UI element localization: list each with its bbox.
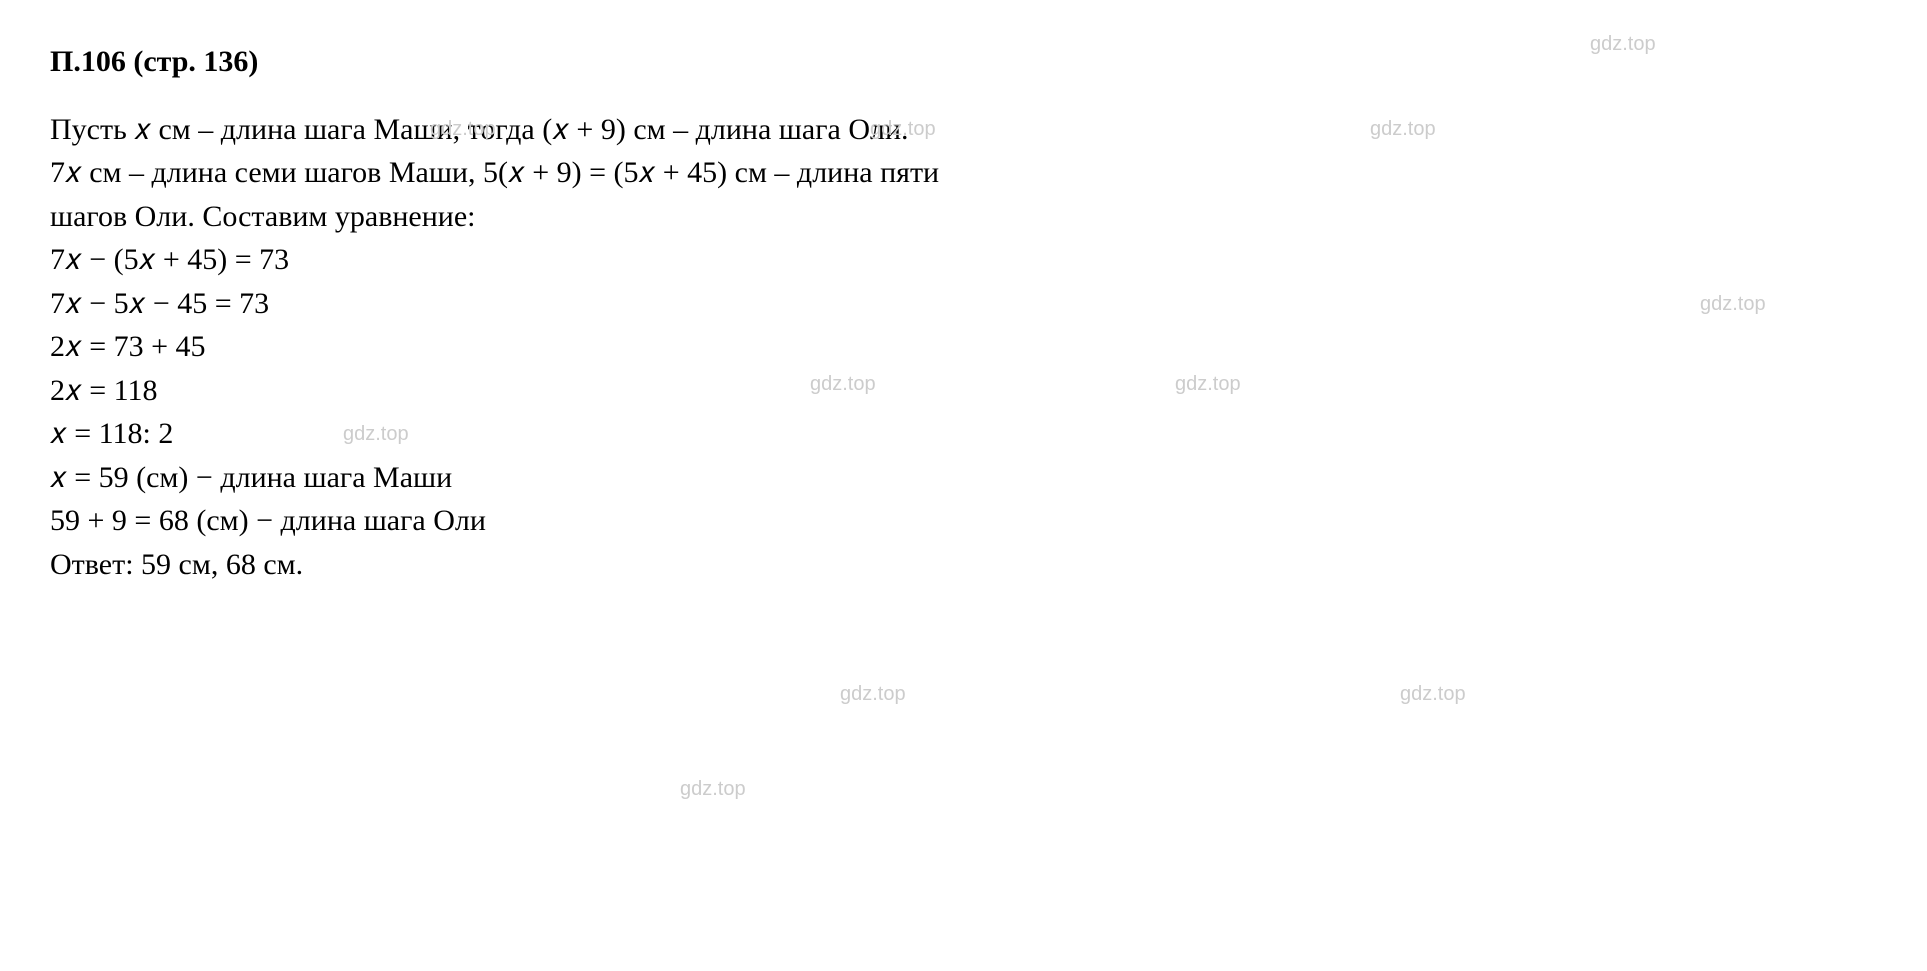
watermark: gdz.top <box>840 680 906 709</box>
line-10: 59 + 9 = 68 (см) − длина шага Оли <box>50 499 1877 543</box>
line-9: 𝑥 = 59 (см) − длина шага Маши <box>50 456 1877 500</box>
line-1: Пусть 𝑥 см – длина шага Маши, тогда (𝑥 +… <box>50 108 1877 152</box>
solution-content: Пусть 𝑥 см – длина шага Маши, тогда (𝑥 +… <box>50 108 1877 587</box>
watermark: gdz.top <box>1400 680 1466 709</box>
line-8: 𝑥 = 118: 2 <box>50 412 1877 456</box>
line-3: шагов Оли. Составим уравнение: <box>50 195 1877 239</box>
line-5: 7𝑥 − 5𝑥 − 45 = 73 <box>50 282 1877 326</box>
line-7: 2𝑥 = 118 <box>50 369 1877 413</box>
line-11: Ответ: 59 см, 68 см. <box>50 543 1877 587</box>
line-4: 7𝑥 − (5𝑥 + 45) = 73 <box>50 238 1877 282</box>
watermark: gdz.top <box>680 775 746 804</box>
line-2: 7𝑥 см – длина семи шагов Маши, 5(𝑥 + 9) … <box>50 151 1877 195</box>
problem-title: П.106 (стр. 136) <box>50 40 1877 84</box>
line-6: 2𝑥 = 73 + 45 <box>50 325 1877 369</box>
